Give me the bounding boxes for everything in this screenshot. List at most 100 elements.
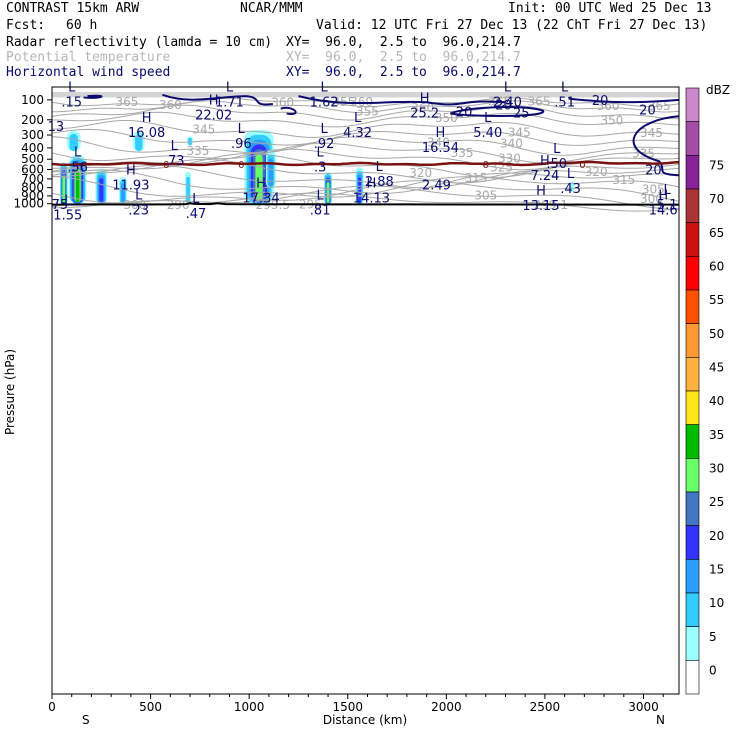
- x-tick-label: 500: [139, 700, 162, 714]
- hl-marker-letter: L: [317, 146, 325, 161]
- theta-contour-label: 345: [640, 126, 663, 140]
- hl-marker-value: .15: [61, 95, 82, 110]
- theta-contour-line: [51, 185, 680, 210]
- echo-column: [121, 183, 125, 204]
- wind-contour-label: 25: [513, 107, 530, 122]
- colorbar-label: 10: [709, 596, 724, 610]
- hl-marker-letter: L: [320, 80, 328, 95]
- hl-marker-letter: H: [536, 184, 546, 199]
- hl-marker-letter: L: [317, 188, 325, 203]
- y-tick-label: 400: [21, 141, 44, 155]
- theta-contour-line: [52, 100, 680, 114]
- wind-contour-label: 20: [645, 163, 662, 178]
- hl-marker-value: 17.34: [242, 191, 279, 206]
- hl-marker-value: 4.32: [343, 126, 372, 141]
- x-tick-label: 1000: [234, 700, 265, 714]
- wind-contour-line: [162, 93, 273, 106]
- hl-marker-value: .50: [546, 157, 567, 172]
- hl-marker-letter: L: [504, 80, 512, 95]
- theta-contour-line: [51, 153, 680, 178]
- hl-marker-value: 1.71: [215, 95, 244, 110]
- y-tick-label: 200: [21, 113, 44, 127]
- freezing-level-label: 0: [483, 160, 489, 171]
- wind-contour-line: [449, 106, 544, 117]
- plot-frame: [51, 86, 680, 695]
- theta-contour-label: 360: [411, 101, 434, 115]
- hl-marker-letter: L: [171, 139, 179, 154]
- echo-column: [69, 133, 78, 151]
- hl-marker-value: 2.49: [422, 178, 451, 193]
- theta-contour-label: 300: [640, 192, 663, 206]
- center-title: NCAR/MMM: [240, 1, 303, 16]
- hl-marker-value: 16.54: [422, 141, 459, 156]
- hl-marker-letter: H: [540, 154, 550, 169]
- hl-marker-letter: H: [367, 176, 377, 191]
- wind-contour-label: 20: [639, 104, 656, 119]
- x-axis: 0 500 1000 1500 2000 2500 3000: [48, 694, 664, 714]
- theta-contour-line: [51, 169, 680, 194]
- hl-marker-value: .96: [231, 137, 252, 152]
- colorbar-box: [685, 592, 700, 627]
- colorbar-label: 75: [709, 158, 724, 172]
- terrain-surface: [51, 202, 679, 206]
- hl-marker-letter: L: [664, 183, 672, 198]
- hl-marker-value: .92: [314, 137, 335, 152]
- colorbar-label: 15: [709, 562, 724, 576]
- y-tick-label: 300: [21, 128, 44, 142]
- colorbar-box: [685, 256, 700, 291]
- colorbar-label: 0: [709, 663, 717, 677]
- colorbar-unit: dBZ: [706, 83, 730, 97]
- hl-marker-value: 5.40: [473, 126, 502, 141]
- field-theta-label: Potential temperature: [6, 50, 171, 65]
- stratosphere-theta-band: [52, 92, 679, 98]
- y-tick-label: 700: [21, 172, 44, 186]
- echo-column: [268, 158, 274, 187]
- theta-contour-label: 305: [642, 182, 665, 196]
- theta-contour-line: [51, 136, 680, 156]
- colorbar-label: 25: [709, 495, 724, 509]
- theta-contour-label: 315: [612, 173, 635, 187]
- x-tick-label: 3000: [628, 700, 659, 714]
- colorbar-label: 35: [709, 428, 724, 442]
- hl-marker-letter: H: [436, 126, 446, 141]
- field-reflectivity-xy: XY= 96.0, 2.5 to 96.0,214.7: [286, 35, 521, 50]
- init-time: Init: 00 UTC Wed 25 Dec 13: [508, 1, 712, 16]
- field-wind-xy: XY= 96.0, 2.5 to 96.0,214.7: [286, 65, 521, 80]
- x-tick-label: 2500: [530, 700, 561, 714]
- hl-marker-letter: H: [420, 91, 430, 106]
- wind-contour-line: [298, 95, 506, 106]
- echo-column: [99, 178, 104, 203]
- theta-contour-label: 305: [474, 188, 497, 202]
- theta-contour-label: 340: [500, 137, 523, 151]
- theta-contour-line: [51, 104, 680, 121]
- hl-marker-value: .73: [164, 154, 185, 169]
- theta-contour-label: 355: [356, 105, 379, 119]
- hl-marker-letter: H: [658, 188, 668, 203]
- hl-marker-value: 1.62: [310, 95, 339, 110]
- colorbar-box: [685, 323, 700, 358]
- x-axis-label: Distance (km): [323, 713, 407, 727]
- colorbar-box: [685, 525, 700, 560]
- theta-contour-line: [51, 97, 680, 108]
- y-axis-label: Pressure (hPa): [3, 349, 17, 435]
- high-low-markers: L.15L1.71L1.62L2.40L.51H22.02H25.213H16.…: [48, 80, 678, 223]
- colorbar: 0 5 10 15 20 25 30 35 40 45 50 55 60 65 70 75: [685, 87, 724, 695]
- hl-marker-letter: H: [256, 176, 266, 191]
- freezing-level-contour: [51, 160, 680, 167]
- wind-contour-label: 20: [495, 98, 512, 113]
- terrain-line: [51, 202, 679, 206]
- forecast-hour: 60 h: [66, 18, 98, 33]
- colorbar-box: [685, 458, 700, 493]
- hl-marker-value: 11.93: [112, 179, 149, 194]
- theta-contour-label: 335: [186, 144, 209, 158]
- echo-column: [135, 134, 143, 151]
- hl-marker-value: 16.08: [128, 126, 165, 141]
- theta-contour-label: 365: [115, 95, 138, 109]
- model-title: CONTRAST 15km ARW: [6, 1, 140, 16]
- theta-contour-label: 330: [498, 152, 521, 166]
- theta-contour-label: 320: [585, 165, 608, 179]
- theta-contour-label: 315: [464, 171, 487, 185]
